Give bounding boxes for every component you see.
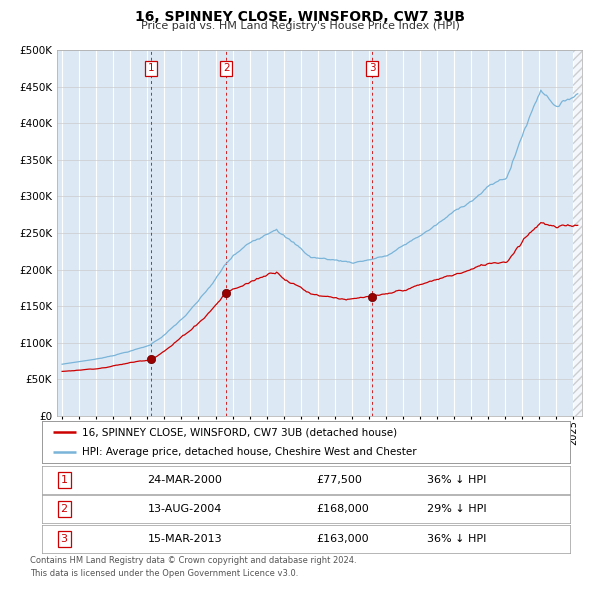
Text: £77,500: £77,500 [317, 475, 362, 484]
Text: £163,000: £163,000 [317, 534, 369, 543]
Text: 3: 3 [61, 534, 68, 543]
Text: 36% ↓ HPI: 36% ↓ HPI [427, 534, 487, 543]
Text: 3: 3 [369, 64, 376, 73]
Text: 1: 1 [148, 64, 155, 73]
Text: This data is licensed under the Open Government Licence v3.0.: This data is licensed under the Open Gov… [30, 569, 298, 578]
Text: 15-MAR-2013: 15-MAR-2013 [148, 534, 222, 543]
Text: Contains HM Land Registry data © Crown copyright and database right 2024.: Contains HM Land Registry data © Crown c… [30, 556, 356, 565]
Text: 36% ↓ HPI: 36% ↓ HPI [427, 475, 487, 484]
Text: £168,000: £168,000 [317, 504, 370, 514]
Text: Price paid vs. HM Land Registry's House Price Index (HPI): Price paid vs. HM Land Registry's House … [140, 21, 460, 31]
Text: 29% ↓ HPI: 29% ↓ HPI [427, 504, 487, 514]
Text: 16, SPINNEY CLOSE, WINSFORD, CW7 3UB (detached house): 16, SPINNEY CLOSE, WINSFORD, CW7 3UB (de… [82, 427, 397, 437]
Text: 1: 1 [61, 475, 68, 484]
Text: 24-MAR-2000: 24-MAR-2000 [148, 475, 223, 484]
Text: 16, SPINNEY CLOSE, WINSFORD, CW7 3UB: 16, SPINNEY CLOSE, WINSFORD, CW7 3UB [135, 10, 465, 24]
Text: 2: 2 [223, 64, 229, 73]
Text: 2: 2 [61, 504, 68, 514]
Text: HPI: Average price, detached house, Cheshire West and Chester: HPI: Average price, detached house, Ches… [82, 447, 416, 457]
Text: 13-AUG-2004: 13-AUG-2004 [148, 504, 222, 514]
